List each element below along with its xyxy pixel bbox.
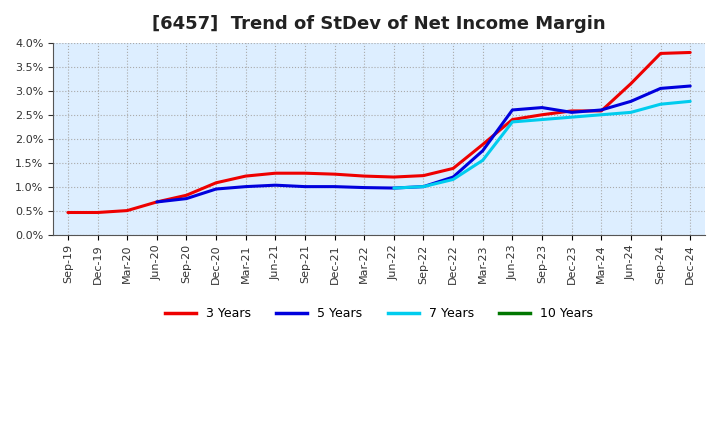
3 Years	[656, 51, 665, 56]
7 Years	[419, 184, 428, 189]
3 Years	[508, 117, 517, 122]
5 Years	[271, 183, 279, 188]
7 Years	[626, 110, 635, 115]
5 Years	[330, 184, 339, 189]
5 Years	[686, 83, 695, 88]
5 Years	[449, 174, 457, 180]
3 Years	[63, 210, 72, 215]
3 Years	[360, 173, 369, 179]
7 Years	[508, 119, 517, 125]
7 Years	[567, 114, 576, 120]
3 Years	[419, 173, 428, 178]
Title: [6457]  Trend of StDev of Net Income Margin: [6457] Trend of StDev of Net Income Marg…	[152, 15, 606, 33]
3 Years	[330, 172, 339, 177]
Line: 5 Years: 5 Years	[157, 86, 690, 202]
5 Years	[538, 105, 546, 110]
5 Years	[479, 148, 487, 153]
3 Years	[93, 210, 102, 215]
7 Years	[479, 158, 487, 163]
7 Years	[390, 185, 398, 191]
5 Years	[212, 187, 220, 192]
5 Years	[419, 184, 428, 189]
5 Years	[182, 196, 191, 201]
3 Years	[479, 142, 487, 147]
5 Years	[597, 107, 606, 113]
3 Years	[538, 112, 546, 117]
5 Years	[360, 185, 369, 190]
3 Years	[686, 50, 695, 55]
3 Years	[301, 171, 310, 176]
5 Years	[626, 99, 635, 104]
3 Years	[241, 173, 250, 179]
3 Years	[567, 108, 576, 114]
5 Years	[390, 185, 398, 191]
7 Years	[538, 117, 546, 122]
Line: 3 Years: 3 Years	[68, 52, 690, 213]
7 Years	[656, 102, 665, 107]
3 Years	[153, 199, 161, 205]
7 Years	[686, 99, 695, 104]
5 Years	[241, 184, 250, 189]
3 Years	[626, 81, 635, 86]
5 Years	[656, 86, 665, 91]
5 Years	[301, 184, 310, 189]
5 Years	[508, 107, 517, 113]
Line: 7 Years: 7 Years	[394, 101, 690, 188]
5 Years	[567, 110, 576, 115]
7 Years	[597, 112, 606, 117]
3 Years	[212, 180, 220, 185]
3 Years	[123, 208, 132, 213]
7 Years	[449, 177, 457, 182]
3 Years	[182, 193, 191, 198]
5 Years	[153, 199, 161, 205]
3 Years	[271, 171, 279, 176]
3 Years	[597, 108, 606, 114]
3 Years	[390, 174, 398, 180]
Legend: 3 Years, 5 Years, 7 Years, 10 Years: 3 Years, 5 Years, 7 Years, 10 Years	[160, 302, 598, 325]
3 Years	[449, 166, 457, 171]
